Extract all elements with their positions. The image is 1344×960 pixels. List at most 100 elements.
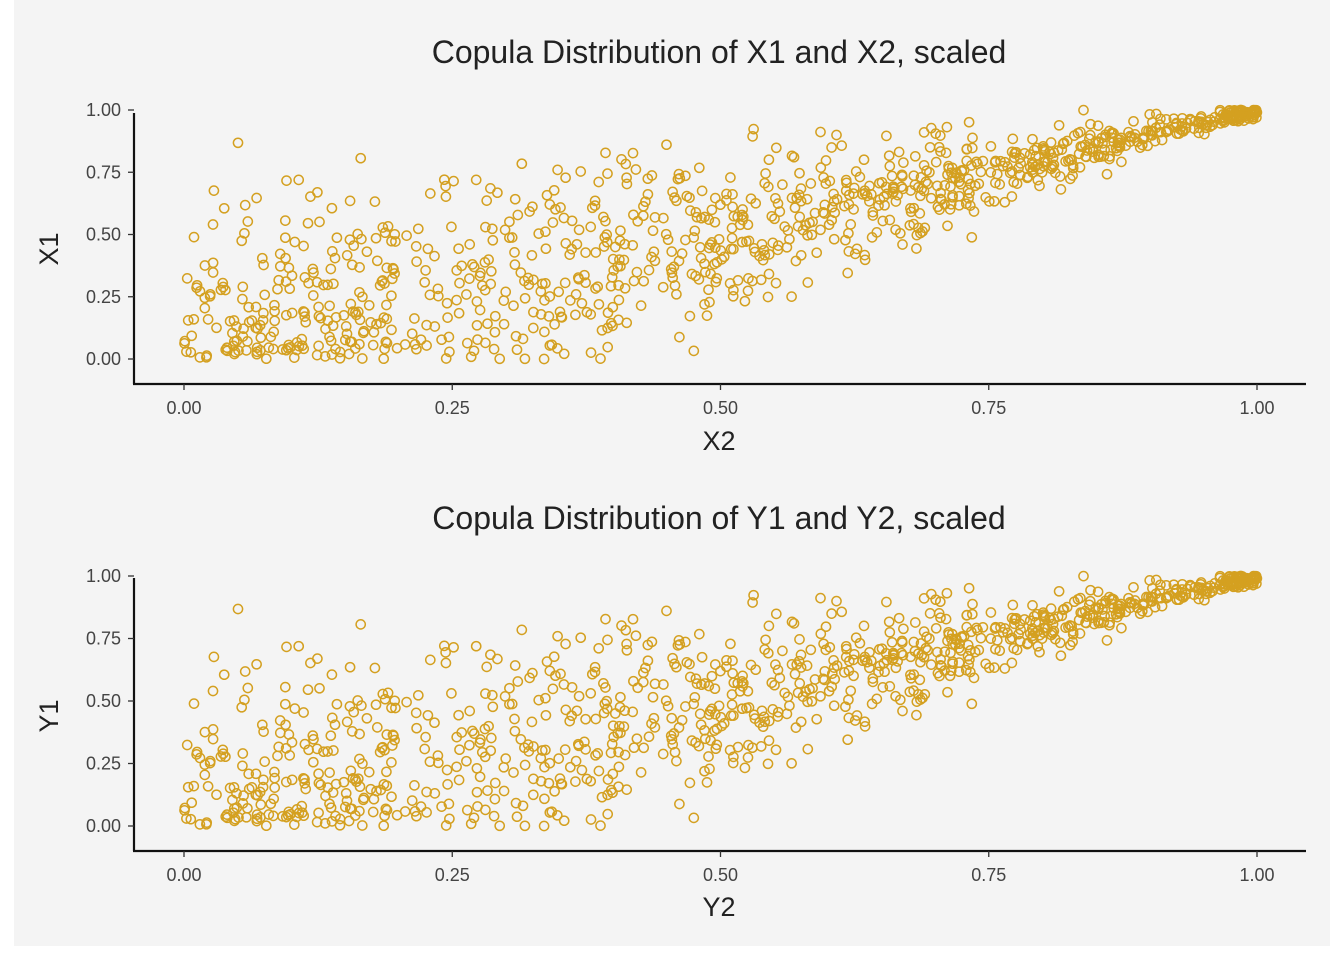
- scatter-point: [188, 313, 200, 325]
- scatter-point: [251, 809, 263, 820]
- scatter-point: [409, 780, 420, 791]
- scatter-point: [238, 323, 249, 335]
- scatter-point: [820, 644, 832, 656]
- scatter-point: [954, 638, 966, 650]
- scatter-point: [371, 255, 383, 267]
- scatter-point: [662, 234, 674, 246]
- scatter-point: [669, 746, 681, 758]
- scatter-point: [737, 211, 749, 223]
- scatter-point: [436, 801, 447, 812]
- scatter-point: [1149, 601, 1161, 613]
- scatter-point: [307, 290, 319, 301]
- scatter-point: [352, 306, 364, 318]
- scatter-point: [556, 312, 568, 323]
- scatter-point: [461, 804, 473, 816]
- scatter-point: [904, 219, 916, 231]
- scatter-point: [924, 633, 935, 644]
- scatter-point: [438, 174, 450, 186]
- scatter-point: [704, 296, 715, 308]
- scatter-point: [375, 784, 387, 796]
- scatter-point: [1039, 145, 1051, 157]
- scatter-point: [341, 328, 353, 340]
- scatter-point: [220, 751, 231, 763]
- scatter-point: [480, 221, 491, 233]
- scatter-point: [1249, 570, 1261, 582]
- scatter-point: [954, 172, 966, 183]
- scatter-point: [356, 353, 368, 364]
- scatter-point: [613, 746, 624, 758]
- scatter-point: [627, 239, 639, 251]
- scatter-point: [481, 195, 493, 206]
- scatter-point: [721, 654, 732, 666]
- scatter-point: [930, 622, 942, 634]
- scatter-point: [858, 620, 870, 632]
- scatter-point: [471, 319, 483, 331]
- scatter-point: [302, 684, 314, 696]
- scatter-point: [516, 624, 528, 636]
- scatter-point: [935, 660, 946, 671]
- scatter-point: [355, 152, 367, 164]
- scatter-point: [381, 299, 392, 311]
- scatter-point: [1015, 158, 1026, 169]
- scatter-point: [236, 235, 248, 247]
- scatter-point: [256, 252, 268, 264]
- scatter-point: [897, 649, 909, 661]
- scatter-point: [607, 720, 619, 732]
- y-tick-label: 0.25: [86, 754, 121, 774]
- scatter-point: [710, 276, 722, 288]
- scatter-point: [763, 154, 775, 166]
- scatter-point: [977, 155, 989, 167]
- scatter-point: [313, 340, 324, 352]
- scatter-point: [801, 193, 813, 205]
- scatter-point: [319, 818, 331, 829]
- scatter-point: [845, 685, 857, 697]
- scatter-point: [357, 758, 368, 769]
- scatter-point: [1057, 138, 1069, 150]
- scatter-point: [896, 181, 907, 193]
- scatter-point: [217, 744, 229, 756]
- scatter-point: [368, 793, 380, 805]
- scatter-point: [302, 217, 314, 229]
- scatter-point: [674, 639, 686, 650]
- scatter-point: [630, 630, 642, 642]
- scatter-point: [593, 765, 605, 777]
- scatter-point: [686, 268, 698, 280]
- scatter-point: [553, 286, 565, 298]
- scatter-point: [464, 273, 475, 284]
- scatter-point: [614, 254, 625, 265]
- scatter-point: [299, 738, 311, 750]
- scatter-point: [1068, 130, 1080, 141]
- scatter-point: [802, 277, 814, 288]
- scatter-point: [985, 140, 997, 152]
- scatter-point: [1024, 161, 1036, 173]
- scatter-point: [354, 314, 366, 326]
- scatter-point: [619, 749, 631, 761]
- scatter-point: [535, 775, 547, 787]
- x-tick-label: 0.00: [166, 865, 201, 885]
- scatter-point: [967, 132, 978, 144]
- scatter-point: [1057, 604, 1069, 616]
- scatter-point: [303, 277, 314, 289]
- scatter-point: [343, 348, 355, 360]
- scatter-point: [307, 730, 319, 741]
- scatter-point: [345, 765, 357, 777]
- scatter-point: [881, 130, 892, 142]
- scatter-point: [896, 637, 908, 648]
- scatter-point: [1101, 635, 1113, 646]
- scatter-point: [815, 592, 826, 604]
- scatter-point: [293, 640, 305, 652]
- scatter-point: [412, 689, 424, 701]
- scatter-point: [241, 811, 252, 823]
- scatter-point: [1014, 152, 1026, 164]
- scatter-point: [628, 742, 640, 754]
- scatter-point: [648, 712, 660, 724]
- scatter-point: [386, 324, 397, 336]
- scatter-point: [1128, 115, 1139, 127]
- scatter-point: [820, 621, 832, 633]
- scatter-point: [472, 334, 483, 345]
- scatter-point: [354, 805, 365, 817]
- scatter-point: [411, 256, 422, 267]
- scatter-point: [289, 703, 301, 714]
- scatter-point: [649, 722, 661, 733]
- scatter-point: [941, 121, 953, 133]
